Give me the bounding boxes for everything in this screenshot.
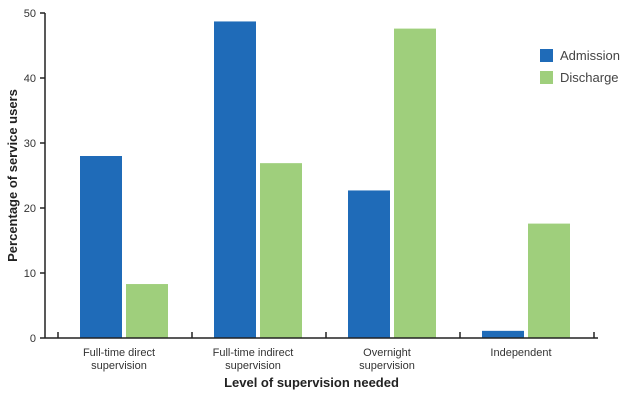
bar-discharge-2 [260,163,302,338]
bar-admission-4 [482,330,524,338]
bar-admission-2 [214,21,256,338]
legend-label-discharge: Discharge [560,70,619,85]
bar-discharge-3 [394,28,436,338]
category-label: Full-time indirect supervision [213,347,294,372]
y-tick-label: 30 [24,138,36,150]
bars-layer [80,21,570,338]
bar-discharge-1 [126,284,168,338]
bar-discharge-4 [528,223,570,338]
legend-swatch-admission [540,49,553,62]
y-axis-title: Percentage of service users [5,89,20,262]
axes-layer [44,13,598,339]
legend: Admission Discharge [540,48,620,85]
bar-admission-1 [80,156,122,338]
legend-label-admission: Admission [560,48,620,63]
category-label: Overnight supervision [359,347,415,372]
category-label: Independent [490,347,551,359]
y-tick-label: 0 [30,333,36,345]
x-axis-title: Level of supervision needed [224,375,399,390]
y-ticks: 0 10 20 30 40 50 [24,8,45,345]
y-tick-label: 20 [24,203,36,215]
y-tick-label: 10 [24,268,36,280]
y-tick-label: 50 [24,8,36,20]
bar-admission-3 [348,190,390,338]
category-label: Full-time direct supervision [83,347,155,372]
y-tick-label: 40 [24,73,36,85]
legend-swatch-discharge [540,71,553,84]
x-ticks: Full-time direct supervision Full-time ind… [57,332,595,372]
